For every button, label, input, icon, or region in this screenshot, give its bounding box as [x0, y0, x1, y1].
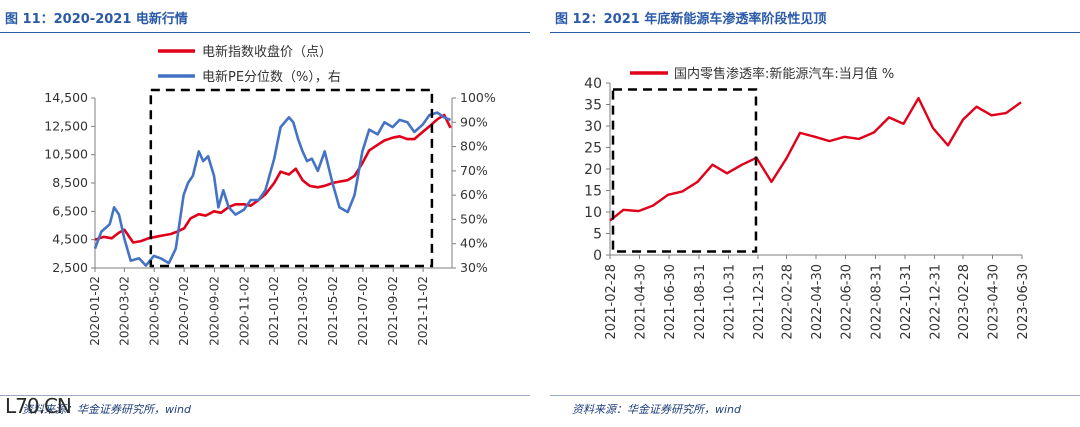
y-tick-label: 35 — [584, 98, 602, 114]
legend-label-index: 电新指数收盘价（点） — [202, 44, 332, 60]
y-tick-label: 10 — [584, 205, 602, 221]
x-tick-label: 2022-04-30 — [810, 264, 825, 340]
annotation-dashed-box — [611, 88, 758, 253]
x-tick-label: 2021-06-30 — [663, 264, 678, 340]
x-tick-label: 2023-04-30 — [987, 264, 1002, 340]
y-right-tick-label: 80% — [460, 139, 488, 154]
x-tick-label: 2021-12-31 — [752, 264, 767, 340]
series-penetration-line — [609, 96, 1022, 222]
x-tick-label: 2021-04-30 — [633, 264, 648, 340]
x-tick-label: 2020-07-02 — [177, 276, 191, 346]
title-rule — [550, 32, 1080, 33]
y-left-tick-label: 14,500 — [44, 90, 88, 105]
chart-panel-right: 图 12：2021 年底新能源车渗透率阶段性见顶 40 35 30 25 20 15 10 5… — [550, 0, 1080, 427]
x-tick-label: 2022-10-31 — [899, 264, 914, 340]
y-tick-label: 5 — [593, 227, 602, 243]
figure-title: 图 11：2020-2021 电新行情 — [5, 12, 188, 27]
source-rule — [550, 395, 1080, 396]
x-tick-label: 2023-02-28 — [957, 264, 972, 340]
x-tick-label: 2020-03-02 — [117, 276, 131, 346]
x-tick-label: 2020-09-02 — [207, 276, 221, 346]
series-index-close-line — [94, 113, 452, 244]
x-tick-label: 2022-12-31 — [928, 264, 943, 340]
x-tick-label: 2021-01-02 — [267, 276, 281, 346]
x-tick-label: 2021-08-31 — [693, 264, 708, 340]
y-tick-label: 15 — [584, 184, 602, 200]
chart-panel-left: 图 11：2020-2021 电新行情 14,500 12,500 10,500 8,… — [0, 0, 530, 427]
chart-left-svg: 14,500 12,500 10,500 8,500 6,500 4,500 2,500 10… — [44, 44, 496, 346]
legend-label-pe: 电新PE分位数（%），右 — [202, 69, 341, 85]
y-right-tick-label: 60% — [460, 187, 488, 202]
y-right-tick-label: 40% — [460, 236, 488, 251]
legend-label: 国内零售渗透率:新能源汽车:当月值 % — [674, 66, 894, 82]
x-tick-label: 2020-01-02 — [88, 276, 102, 346]
y-left-tick-label: 8,500 — [52, 175, 88, 190]
y-tick-label: 25 — [584, 141, 602, 157]
x-tick-label: 2021-09-02 — [386, 276, 400, 346]
x-tick-label: 2020-05-02 — [147, 276, 161, 346]
y-right-tick-label: 30% — [460, 260, 488, 275]
x-tick-label: 2021-07-02 — [356, 276, 370, 346]
series-pe-percentile-line — [93, 111, 451, 267]
x-tick-label: 2022-06-30 — [839, 264, 854, 340]
y-left-tick-label: 6,500 — [52, 203, 88, 218]
source-rule — [0, 395, 530, 396]
source-note: 资料来源：华金证券研究所，wind — [22, 403, 192, 416]
x-tick-label: 2021-02-28 — [604, 264, 619, 340]
watermark: L70.CN — [5, 394, 72, 418]
x-tick-label: 2020-11-02 — [237, 276, 251, 346]
y-right-tick-label: 90% — [460, 114, 488, 129]
x-tick-label: 2021-11-02 — [416, 276, 430, 346]
x-tick-label: 2021-05-02 — [326, 276, 340, 346]
title-rule — [0, 32, 530, 33]
x-tick-label: 2023-06-30 — [1016, 264, 1031, 340]
y-left-tick-label: 4,500 — [52, 232, 88, 247]
y-left-tick-label: 10,500 — [44, 147, 88, 162]
x-tick-label: 2022-02-28 — [781, 264, 796, 340]
y-right-tick-label: 50% — [460, 211, 488, 226]
x-tick-label: 2021-10-31 — [722, 264, 737, 340]
y-tick-label: 20 — [584, 162, 602, 178]
y-tick-label: 30 — [584, 119, 602, 135]
y-tick-label: 40 — [584, 76, 602, 92]
source-note: 资料来源：华金证券研究所，wind — [572, 403, 742, 416]
y-tick-label: 0 — [593, 248, 602, 264]
y-left-tick-label: 12,500 — [44, 118, 88, 133]
figure-title: 图 12：2021 年底新能源车渗透率阶段性见顶 — [555, 12, 827, 27]
x-tick-label: 2021-03-02 — [296, 276, 310, 346]
y-right-tick-label: 100% — [460, 90, 496, 105]
x-tick-label: 2022-08-31 — [869, 264, 884, 340]
annotation-dashed-box — [149, 88, 434, 268]
y-left-tick-label: 2,500 — [52, 260, 88, 275]
y-right-tick-label: 70% — [460, 163, 488, 178]
